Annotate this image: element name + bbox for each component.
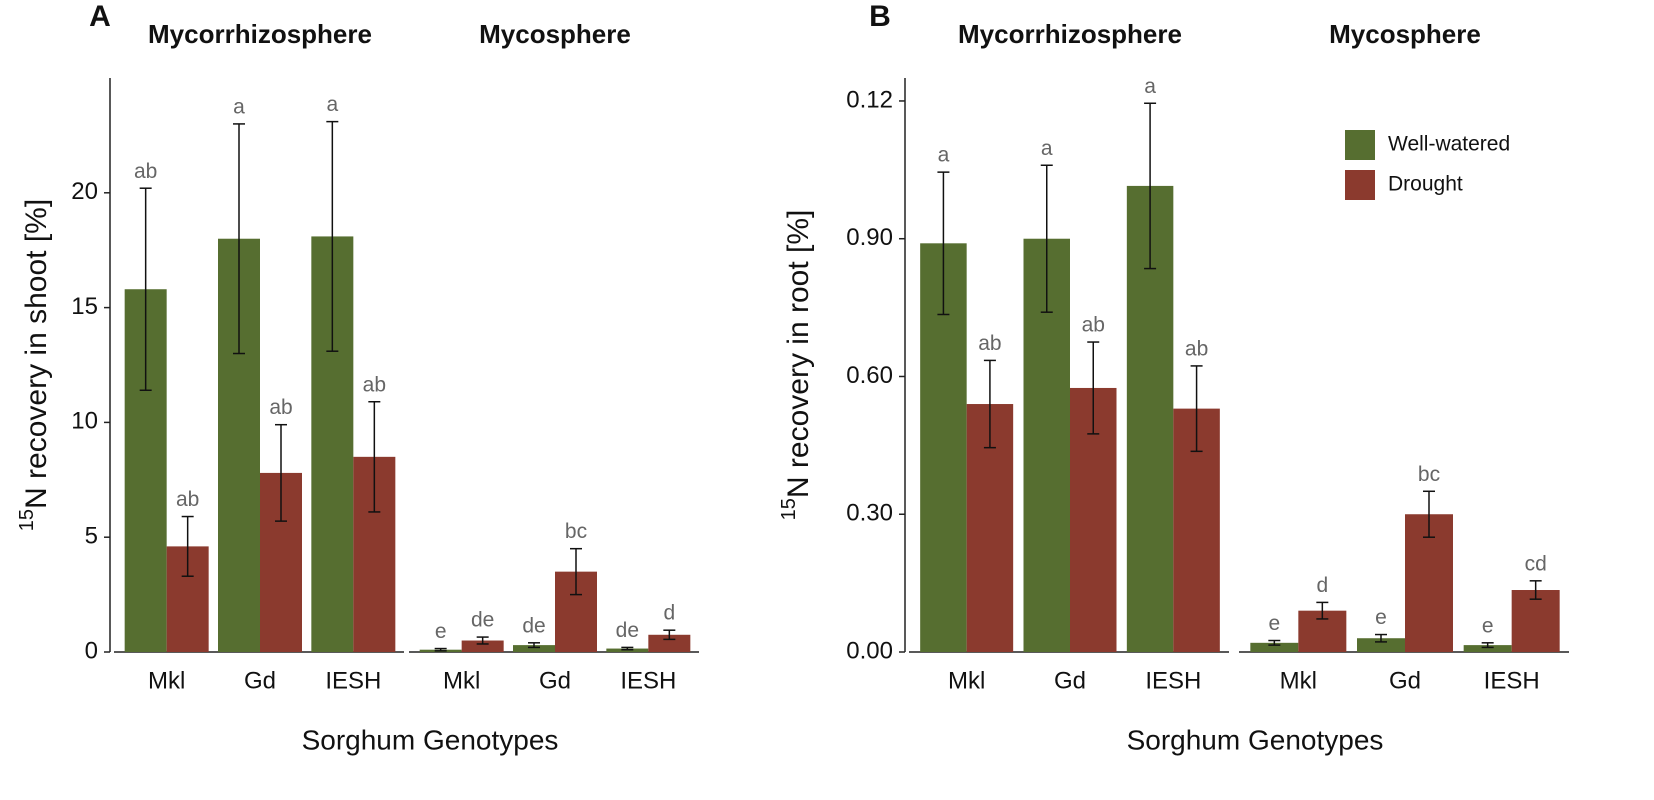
x-tick-label: Gd [1054,667,1086,694]
y-tick-label: 0.90 [846,224,893,251]
bar [461,640,504,652]
significance-letter: a [233,95,245,118]
y-tick-label: 0.30 [846,500,893,527]
error-bar [621,646,634,651]
significance-letter: a [1041,137,1053,160]
legend-label: Drought [1388,173,1463,196]
x-tick-label: IESH [1145,667,1201,694]
significance-letter: de [522,614,545,637]
y-tick-label: 0 [85,637,98,664]
error-bar [233,123,245,355]
error-bar [1144,102,1157,270]
error-bar [1190,365,1203,453]
error-bar [1423,490,1435,538]
y-axis-label-sup: 15 [778,498,800,520]
bar [1357,638,1405,652]
x-tick-label: Gd [244,667,276,694]
y-tick-label: 20 [71,178,98,205]
error-bar [937,171,950,316]
error-bar [476,636,489,645]
y-axis-label-sup: 15 [16,509,38,531]
error-bar [434,647,447,652]
significance-letter: ab [269,396,292,419]
error-bar [1040,164,1053,313]
error-bar [570,547,582,596]
bar [1463,645,1512,652]
panel-label: B [869,0,891,33]
y-axis-label-main: N recovery in shoot [%] [20,199,53,509]
error-bar [1375,633,1387,643]
error-bar [275,423,287,522]
legend-swatch [1345,170,1375,200]
y-tick-label: 10 [71,408,98,435]
significance-letter: ab [134,160,157,183]
significance-letter: ab [978,332,1001,355]
error-bar [663,629,676,641]
x-tick-label: Mkl [948,667,985,694]
y-axis-label: 15N recovery in shoot [%] [16,199,53,531]
significance-letter: e [1482,614,1494,637]
legend-label: Well-watered [1388,133,1510,156]
error-bar [181,515,194,577]
error-bar [1268,639,1281,646]
bar [648,634,691,652]
y-axis-label: 15N recovery in root [%] [778,210,815,521]
significance-letter: cd [1525,552,1547,575]
section-title: Mycorrhizosphere [958,19,1182,49]
bar [1250,642,1299,652]
error-bar [983,359,996,449]
y-tick-label: 0.60 [846,362,893,389]
significance-letter: ab [1185,337,1208,360]
y-tick-label: 0.12 [846,86,893,113]
bar [1511,590,1560,652]
significance-letter: d [663,602,675,625]
error-bar [139,187,152,392]
x-tick-label: IESH [325,667,381,694]
significance-letter: de [616,619,639,642]
x-tick-label: IESH [620,667,676,694]
bar [513,645,555,652]
x-tick-label: Gd [1389,667,1421,694]
significance-letter: ab [176,488,199,511]
legend-swatch [1345,130,1375,160]
significance-letter: bc [1418,463,1440,486]
section-title: Mycosphere [479,19,631,49]
significance-letter: a [938,144,950,167]
section-title: Mycorrhizosphere [148,19,372,49]
significance-letter: d [1316,574,1328,597]
y-axis-label-main: N recovery in root [%] [782,210,815,498]
x-tick-label: Mkl [443,667,480,694]
error-bar [1529,580,1542,600]
significance-letter: ab [363,373,386,396]
x-axis-label: Sorghum Genotypes [302,724,559,755]
section-title: Mycosphere [1329,19,1481,49]
significance-letter: bc [565,520,587,543]
significance-letter: a [326,93,338,116]
error-bar [1087,341,1100,435]
x-axis-label: Sorghum Genotypes [1127,724,1384,755]
error-bar [1481,642,1494,649]
error-bar [368,400,381,513]
significance-letter: de [471,609,494,632]
x-tick-label: IESH [1484,667,1540,694]
y-tick-label: 5 [85,523,98,550]
x-tick-label: Mkl [148,667,185,694]
y-tick-label: 0.00 [846,637,893,664]
error-bar [1316,601,1329,620]
y-tick-label: 15 [71,293,98,320]
error-bar [528,642,540,649]
x-tick-label: Gd [539,667,571,694]
significance-letter: ab [1082,314,1105,337]
x-tick-label: Mkl [1280,667,1317,694]
significance-letter: a [1144,75,1156,98]
error-bar [326,120,339,352]
significance-letter: e [435,620,447,643]
panel-label: A [89,0,111,33]
significance-letter: e [1375,606,1387,629]
significance-letter: e [1268,612,1280,635]
